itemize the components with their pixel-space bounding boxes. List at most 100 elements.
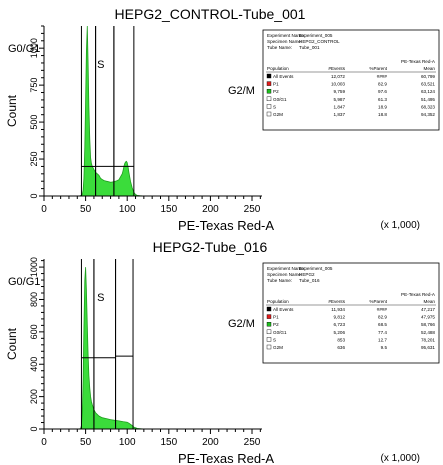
stats-row-mean: 58,766 <box>421 322 435 327</box>
stats-row-mean: 47,217 <box>421 307 435 312</box>
stats-row-name: P1 <box>273 315 279 320</box>
stats-meta-label: Experiment Name: <box>267 33 305 38</box>
stats-row-mean: 95,631 <box>421 345 435 350</box>
stats-row-events: 853 <box>337 337 345 342</box>
stats-row-name: G2M <box>273 345 283 350</box>
x-tick-label: 250 <box>244 204 261 215</box>
stats-row-parent: #### <box>377 307 388 312</box>
stats-row-swatch <box>266 104 272 109</box>
stats-row-parent: 61.3 <box>378 97 387 102</box>
stats-row-events: 1,837 <box>334 112 346 117</box>
stats-row-swatch <box>266 111 272 117</box>
x-tick-label: 250 <box>244 437 261 448</box>
stats-row-events: 9,759 <box>334 89 346 94</box>
stats-meta-value: HEPG2_CONTROL <box>299 39 340 44</box>
stats-column-header: %Parent <box>369 299 387 304</box>
stats-parameter-header: PE-Texas Red-A <box>401 59 436 64</box>
stats-row-mean: 63,521 <box>421 82 435 87</box>
stats-row-mean: 63,124 <box>421 89 435 94</box>
x-axis-multiplier: (x 1,000) <box>381 220 420 231</box>
x-tick-label: 150 <box>160 204 177 215</box>
stats-row-events: 12,072 <box>331 74 345 79</box>
stats-meta-value: Experiment_005 <box>299 266 333 271</box>
gate-label-s: S <box>97 59 104 71</box>
x-tick-label: 200 <box>202 204 219 215</box>
stats-row-name: P2 <box>273 89 279 94</box>
stats-table-border <box>262 262 440 364</box>
x-tick-label: 0 <box>41 437 47 448</box>
histogram-panel-control: HEPG2_CONTROL-Tube_001 G0/G1 S G2/M 0 250 500 7… <box>0 0 443 232</box>
stats-row-swatch <box>266 344 272 350</box>
gate-label-g2m: G2/M <box>228 318 255 330</box>
stats-meta-value: Tube_001 <box>299 45 320 50</box>
stats-row-parent: 18.8 <box>378 112 387 117</box>
y-tick-label: 1000 <box>29 257 39 277</box>
stats-row-parent: 9.5 <box>381 345 388 350</box>
stats-row-events: 5,987 <box>334 97 346 102</box>
stats-meta-value: Experiment_005 <box>299 33 333 38</box>
stats-row-swatch <box>266 306 272 312</box>
stats-row-name: G0/G1 <box>273 330 287 335</box>
stats-meta-label: Tube Name: <box>267 278 292 283</box>
x-tick-label: 200 <box>202 437 219 448</box>
stats-column-header: %Parent <box>369 66 387 71</box>
stats-row-mean: 94,352 <box>421 112 435 117</box>
stats-row-parent: #### <box>377 74 388 79</box>
y-tick-label: 250 <box>29 152 39 167</box>
y-tick-label: 400 <box>29 357 39 372</box>
stats-row-name: P2 <box>273 322 279 327</box>
histogram-panel-tube-016: HEPG2-Tube_016 G0/G1 S G2/M 0 200 400 600 800 100… <box>0 233 443 465</box>
stats-row-swatch <box>266 81 272 86</box>
stats-column-header: Population <box>267 299 289 304</box>
histogram-area <box>77 267 144 430</box>
stats-column-header: Population <box>267 66 289 71</box>
x-tick-label: 50 <box>80 437 92 448</box>
stats-row-mean: 51,495 <box>421 97 435 102</box>
stats-column-header: Mean <box>424 299 436 304</box>
gate-label-g2m: G2/M <box>228 85 255 97</box>
y-axis-title: Count <box>5 94 19 127</box>
stats-row-parent: 97.6 <box>378 89 387 94</box>
gate-label-s: S <box>97 292 104 304</box>
stats-table-border <box>262 29 440 131</box>
stats-row-events: 9,812 <box>334 315 346 320</box>
x-tick-label: 100 <box>119 204 136 215</box>
stats-row-mean: 68,323 <box>421 104 435 109</box>
stats-row-mean: 78,201 <box>421 337 435 342</box>
x-axis-title: PE-Texas Red-A <box>178 218 274 232</box>
y-axis-title: Count <box>5 327 19 360</box>
stats-row-events: 11,934 <box>331 307 345 312</box>
gate-label-g0g1: G0/G1 <box>8 276 40 288</box>
stats-row-parent: 82.9 <box>378 315 387 320</box>
x-tick-label: 0 <box>41 204 47 215</box>
histogram-area <box>77 25 144 197</box>
stats-row-parent: 12.7 <box>378 337 387 342</box>
stats-row-parent: 77.4 <box>378 330 387 335</box>
y-tick-label: 800 <box>29 292 39 307</box>
stats-row-swatch <box>266 314 272 319</box>
y-tick-label: 0 <box>29 193 39 198</box>
stats-meta-label: Tube Name: <box>267 45 292 50</box>
stats-row-events: 636 <box>337 345 345 350</box>
stats-row-swatch <box>266 73 272 79</box>
stats-row-parent: 18.9 <box>378 104 387 109</box>
y-tick-label: 0 <box>29 426 39 431</box>
stats-row-mean: 47,975 <box>421 315 435 320</box>
stats-row-swatch <box>266 88 272 94</box>
x-tick-label: 50 <box>80 204 92 215</box>
stats-row-events: 5,206 <box>334 330 346 335</box>
x-axis-multiplier: (x 1,000) <box>381 453 420 464</box>
stats-row-swatch <box>266 329 272 335</box>
histogram-chart-control: HEPG2_CONTROL-Tube_001G0/G1SG2/M02505007… <box>5 6 440 232</box>
x-tick-label: 100 <box>119 437 136 448</box>
stats-row-swatch <box>266 321 272 327</box>
y-tick-label: 750 <box>29 78 39 93</box>
gate-label-g0g1: G0/G1 <box>8 43 40 55</box>
stats-row-mean: 52,488 <box>421 330 435 335</box>
stats-row-name: S <box>273 337 276 342</box>
stats-row-name: G0/G1 <box>273 97 287 102</box>
stats-meta-value: HEPG2 <box>299 272 315 277</box>
y-tick-label: 200 <box>29 389 39 404</box>
